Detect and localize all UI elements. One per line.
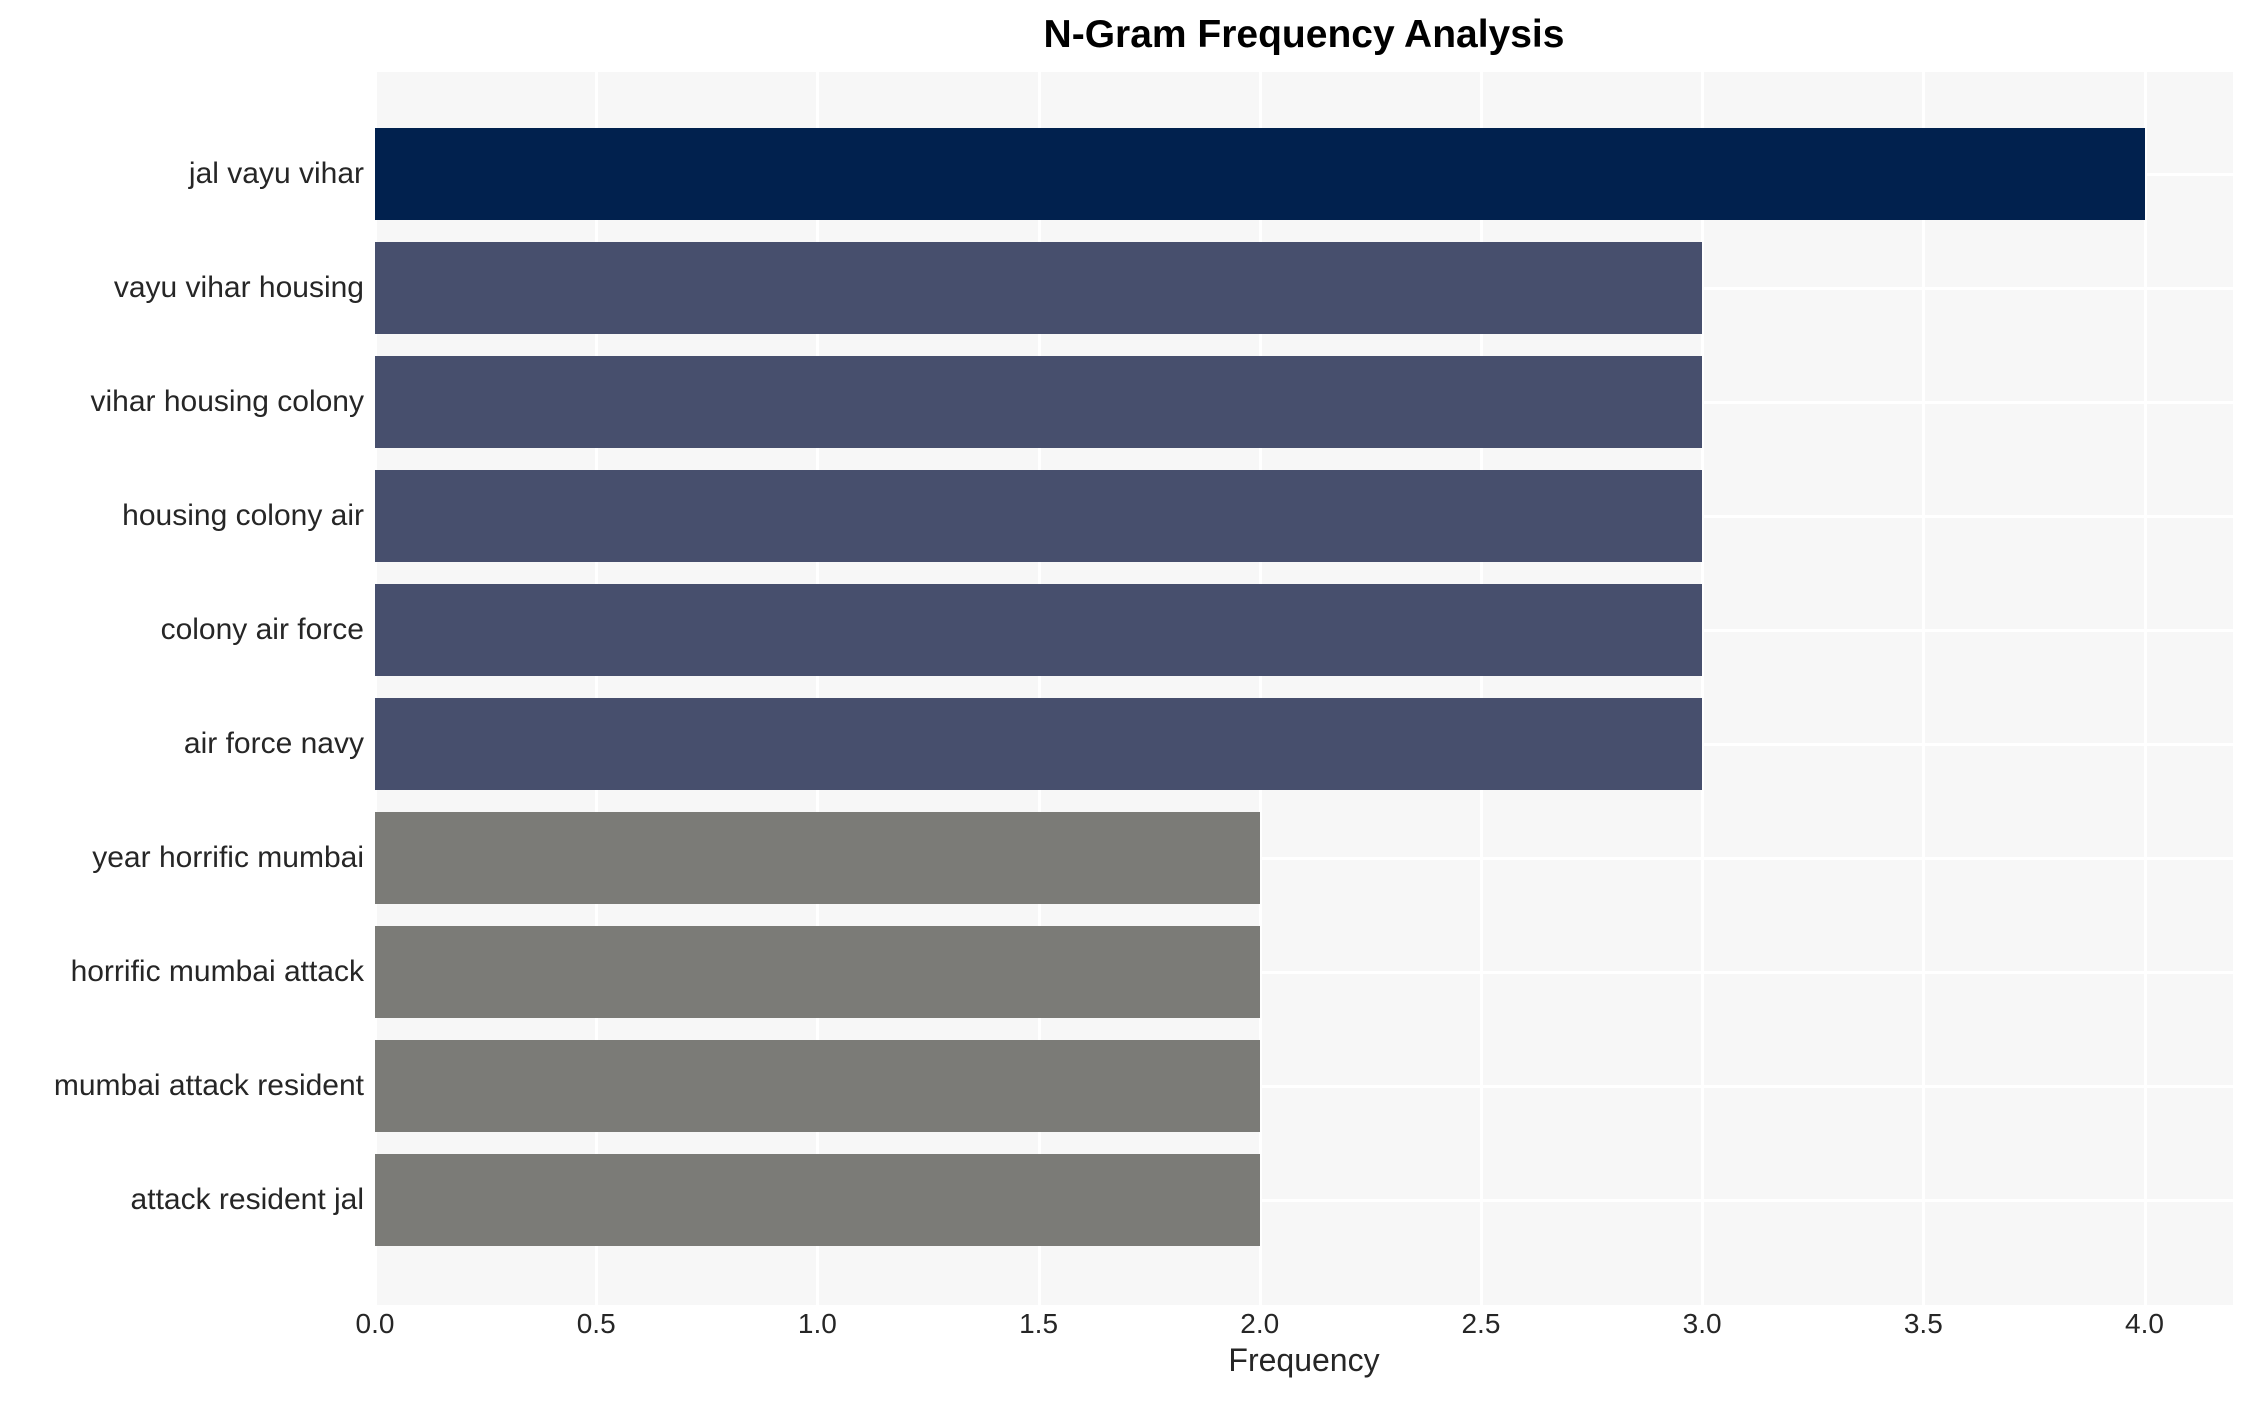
y-axis-labels: jal vayu vihar vayu vihar housing vihar ho… (0, 72, 364, 1305)
bar (375, 242, 1703, 334)
x-tick-label: 2.0 (1240, 1308, 1280, 1339)
x-tick-label: 0.0 (355, 1308, 395, 1339)
x-tick-label: 3.0 (1682, 1308, 1722, 1339)
gridline-x (375, 72, 377, 1305)
y-tick-label: attack resident jal (130, 1183, 364, 1216)
gridline-y (375, 1199, 2233, 1202)
gridline-x (1922, 72, 1926, 1305)
bar (375, 1154, 1260, 1246)
x-tick-label: 1.5 (1019, 1308, 1059, 1339)
chart-title: N-Gram Frequency Analysis (1043, 13, 1565, 56)
y-tick-label: air force navy (183, 727, 364, 760)
y-tick-label: colony air force (160, 613, 364, 646)
gridline-x (1701, 72, 1705, 1305)
bar (375, 698, 1703, 790)
gridline-x (1037, 72, 1041, 1305)
y-tick-label: horrific mumbai attack (70, 955, 364, 988)
x-axis-title: Frequency (1228, 1342, 1380, 1378)
y-tick-label: mumbai attack resident (53, 1069, 364, 1102)
gridline-y (375, 857, 2233, 860)
x-tick-label: 2.5 (1461, 1308, 1501, 1339)
bar (375, 1040, 1260, 1132)
x-axis-ticks: 0.0 0.5 1.0 1.5 2.0 2.5 3.0 3.5 4.0 (356, 1308, 2233, 1342)
bar (375, 470, 1703, 562)
bar (375, 128, 2145, 220)
y-tick-label: year horrific mumbai (92, 841, 364, 874)
x-tick-label: 4.0 (2125, 1308, 2164, 1339)
y-tick-label: jal vayu vihar (188, 157, 364, 190)
gridline-x (2143, 72, 2147, 1305)
gridline-x (1479, 72, 1483, 1305)
bar (375, 356, 1703, 448)
gridline-x (1258, 72, 1262, 1305)
y-tick-label: vayu vihar housing (113, 271, 364, 304)
bar (375, 812, 1260, 904)
y-tick-label: vihar housing colony (90, 385, 364, 418)
gridline-x (595, 72, 599, 1305)
plot-area (375, 72, 2233, 1305)
gridline-x (816, 72, 820, 1305)
bar (375, 926, 1260, 1018)
gridline-y (375, 971, 2233, 974)
x-tick-label: 0.5 (576, 1308, 616, 1339)
gridline-y (375, 1085, 2233, 1088)
x-tick-label: 1.0 (797, 1308, 837, 1339)
x-tick-label: 3.5 (1903, 1308, 1943, 1339)
y-tick-label: housing colony air (122, 499, 364, 532)
bar (375, 584, 1703, 676)
